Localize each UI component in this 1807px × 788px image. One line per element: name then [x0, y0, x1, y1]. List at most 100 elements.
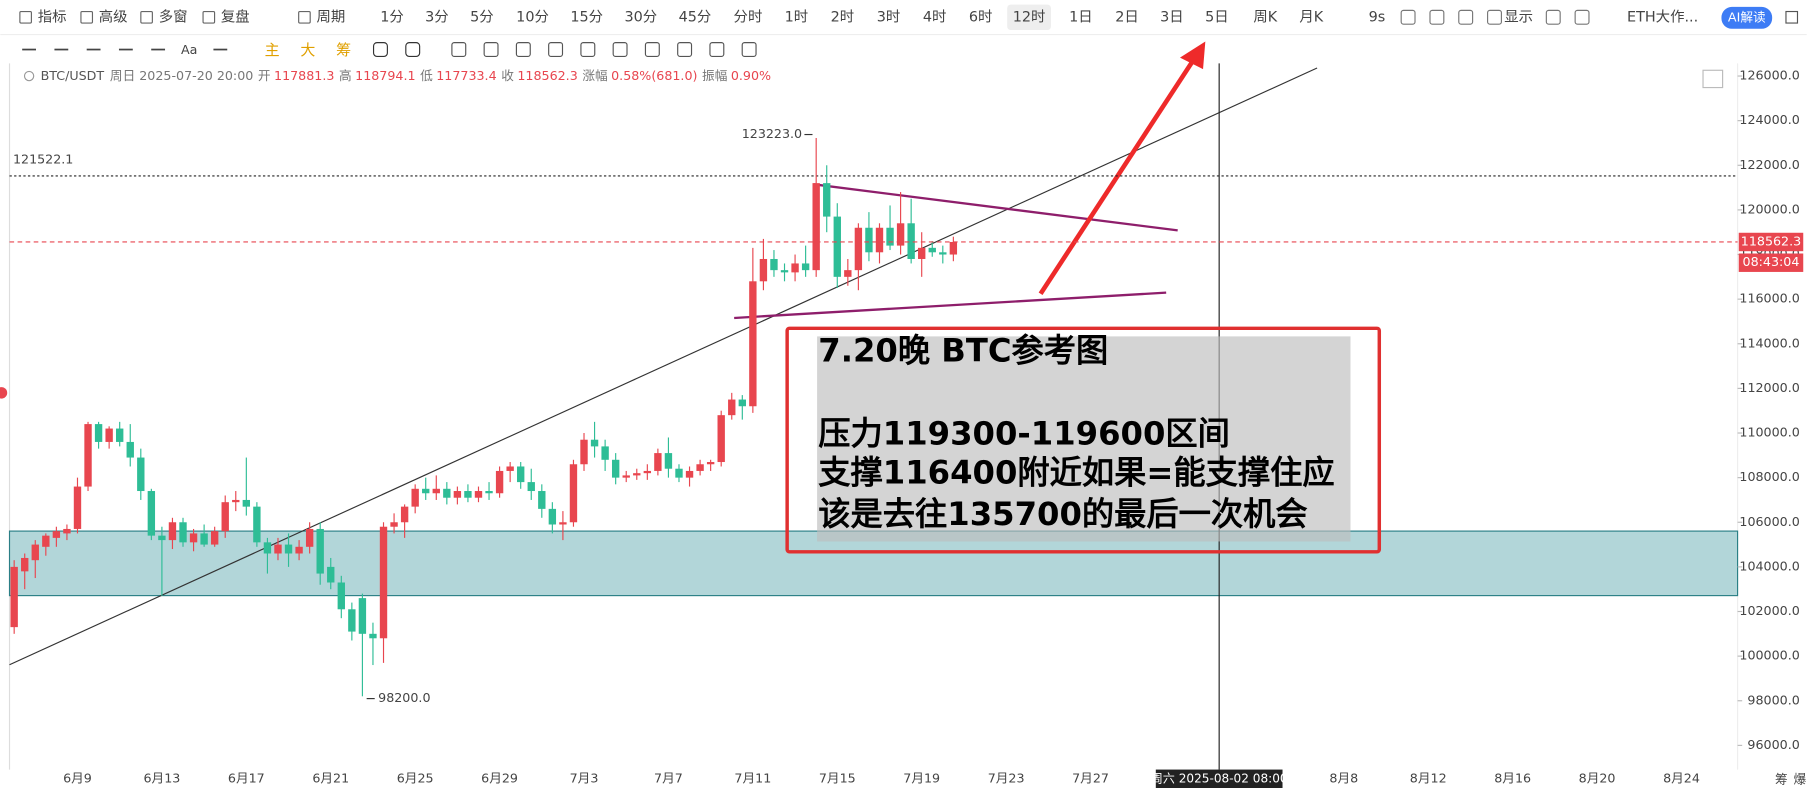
period-button[interactable]: 3分	[425, 8, 449, 25]
draw-tool[interactable]	[548, 42, 564, 58]
period-button[interactable]: 周K	[1253, 9, 1277, 25]
period-button[interactable]: 4时	[923, 8, 947, 25]
candle-body	[105, 428, 113, 442]
refresh-button[interactable]: 9s	[1369, 9, 1386, 25]
candle-body	[949, 241, 958, 255]
x-tick-label: 8月8	[1329, 770, 1358, 785]
candle-body	[928, 247, 936, 253]
candle-body	[601, 446, 609, 460]
y-tick-label: 108000.0	[1739, 469, 1799, 484]
period-button[interactable]: 1日	[1069, 9, 1093, 25]
max-label: 123223.0	[742, 126, 802, 141]
info-item: 涨幅	[582, 68, 608, 83]
candle-body	[844, 270, 852, 277]
candle-body	[517, 466, 525, 483]
info-line: BTC/USDT 周日 2025-07-20 20:00 开 117881.3 高 118…	[41, 68, 771, 83]
period-button[interactable]: 12时	[1013, 8, 1046, 25]
info-item: 117733.4	[436, 68, 496, 83]
period-button[interactable]: 30分	[624, 8, 657, 25]
draw-tool[interactable]	[483, 42, 499, 58]
candle-body	[21, 557, 29, 572]
y-tick-label: 100000.0	[1739, 648, 1799, 663]
tool-icon[interactable]	[1458, 9, 1474, 25]
toolbar-button[interactable]: 复盘	[221, 7, 250, 25]
tool-icon[interactable]	[1429, 9, 1445, 25]
draw-tool[interactable]	[741, 42, 757, 58]
candle-body	[907, 223, 915, 259]
toolbar-button[interactable]: 多窗	[159, 7, 188, 25]
candle-body	[274, 544, 282, 554]
x-tick-label: 6月13	[143, 770, 180, 785]
tool-button[interactable]: 主	[265, 41, 280, 59]
candle-body	[823, 183, 831, 217]
display-button[interactable]: 显示	[1504, 9, 1533, 25]
draw-tool[interactable]	[405, 42, 421, 58]
candle-body	[717, 415, 725, 463]
candle-body	[464, 491, 472, 498]
y-tick-label: 116000.0	[1739, 291, 1799, 306]
tool-icon[interactable]	[1574, 9, 1590, 25]
tool-icon[interactable]	[1400, 9, 1416, 25]
tool-button[interactable]: 筹	[336, 41, 351, 59]
toolbar-button[interactable]: 指标	[38, 8, 67, 25]
period-button[interactable]: 3时	[877, 8, 901, 25]
period-button[interactable]: 2时	[831, 8, 855, 25]
draw-tool[interactable]	[515, 42, 531, 58]
period-button[interactable]: 3日	[1160, 9, 1184, 25]
candle-body	[42, 535, 50, 547]
period-button[interactable]: 5日	[1205, 9, 1229, 25]
draw-tool[interactable]	[372, 42, 388, 58]
candle-body	[263, 542, 272, 554]
side-dot	[0, 387, 8, 399]
toolbar-button[interactable]: 高级	[99, 8, 128, 25]
account-button[interactable]: ETH大作...	[1627, 8, 1698, 25]
info-item: 117881.3	[274, 68, 334, 83]
annotation-bg	[817, 336, 1351, 542]
ai-button[interactable]: AI解读	[1728, 9, 1766, 24]
period-button[interactable]: 2日	[1115, 9, 1139, 25]
tool-icon[interactable]	[1545, 9, 1561, 25]
candle-body	[865, 227, 873, 253]
period-button[interactable]: 45分	[679, 8, 712, 25]
toolbar-icon	[80, 10, 94, 24]
period-button[interactable]: 月K	[1299, 9, 1323, 25]
tool-button[interactable]: Aa	[181, 42, 197, 57]
toolbar-icon	[19, 10, 32, 24]
info-item: 周日 2025-07-20 20:00	[110, 68, 253, 83]
y-tick-label: 112000.0	[1739, 380, 1799, 395]
tool-icon[interactable]	[1487, 9, 1502, 25]
draw-tool[interactable]	[451, 42, 467, 58]
draw-tool[interactable]	[612, 42, 628, 58]
draw-tool[interactable]	[644, 42, 660, 58]
period-button[interactable]: 1时	[785, 8, 809, 25]
candle-body	[738, 399, 746, 407]
candle-body	[569, 464, 578, 523]
candle-body	[538, 491, 546, 509]
x-tick-label: 6月25	[397, 770, 434, 785]
x-tick-label: 6月21	[312, 770, 349, 785]
annotation-text: 7.20晚 BTC参考图	[818, 332, 1108, 370]
period-button[interactable]: 1分	[380, 8, 404, 25]
candle-body	[696, 464, 704, 471]
draw-tool[interactable]	[580, 42, 596, 58]
period-button[interactable]: 10分	[516, 8, 549, 25]
draw-tool[interactable]	[677, 42, 693, 58]
draw-tool[interactable]	[709, 42, 725, 58]
candle-body	[896, 223, 905, 246]
x-tick-label: 7月3	[570, 770, 599, 785]
candle-body	[253, 506, 261, 543]
tool-button[interactable]: 大	[300, 41, 315, 59]
period-button[interactable]: 5分	[470, 8, 494, 25]
x-tick-label: 7月27	[1072, 770, 1109, 785]
candle-body	[348, 609, 356, 632]
period-button[interactable]: 分时	[734, 8, 763, 25]
candle-body	[886, 227, 894, 246]
period-button[interactable]: 6时	[969, 8, 993, 25]
share-icon[interactable]	[1785, 10, 1799, 24]
info-item: 0.58%(681.0)	[611, 68, 697, 83]
toolbar-button[interactable]: 周期	[317, 8, 346, 25]
candle-body	[158, 535, 166, 541]
x-tick-label: 6月17	[228, 770, 265, 785]
period-button[interactable]: 15分	[570, 8, 603, 25]
candle-body	[126, 441, 134, 458]
